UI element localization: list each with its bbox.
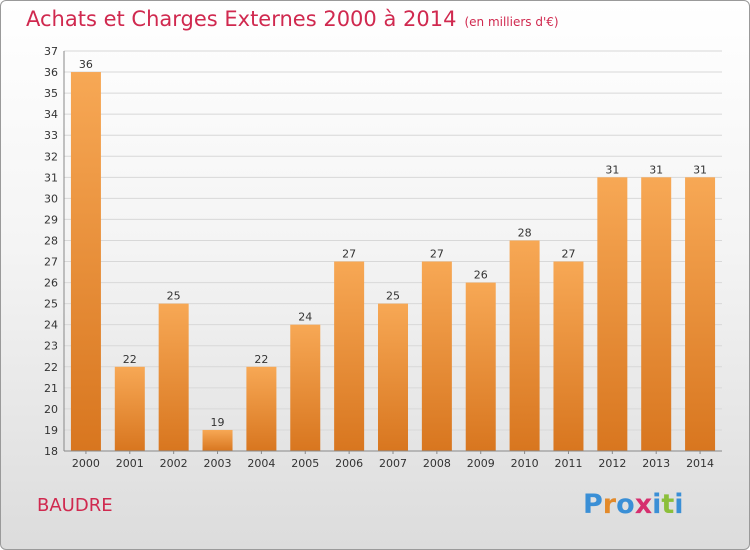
bar	[509, 240, 540, 451]
bar-value-label: 27	[561, 248, 575, 261]
bar	[597, 177, 628, 451]
y-tick-label: 22	[44, 361, 58, 374]
bar-value-label: 28	[518, 226, 532, 239]
bar	[553, 261, 584, 451]
bar	[246, 366, 277, 451]
x-tick-label: 2006	[335, 457, 363, 470]
chart-title: Achats et Charges Externes 2000 à 2014 (e…	[26, 7, 559, 31]
bar-value-label: 25	[167, 290, 181, 303]
x-tick-label: 2010	[511, 457, 539, 470]
y-tick-label: 30	[44, 192, 58, 205]
y-tick-label: 29	[44, 213, 58, 226]
bar-value-label: 22	[123, 353, 137, 366]
y-tick-label: 31	[44, 171, 58, 184]
y-tick-label: 32	[44, 150, 58, 163]
x-tick-label: 2009	[467, 457, 495, 470]
bar-value-label: 26	[474, 269, 488, 282]
x-tick-label: 2014	[686, 457, 714, 470]
bar-value-label: 36	[79, 58, 93, 71]
bar-value-label: 22	[254, 353, 268, 366]
chart-subtitle: (en milliers d'€)	[464, 15, 559, 29]
bar	[421, 261, 452, 451]
bar	[290, 324, 321, 451]
bar-value-label: 27	[342, 248, 356, 261]
y-tick-label: 25	[44, 298, 58, 311]
logo-letter: i	[652, 489, 662, 520]
y-tick-label: 27	[44, 256, 58, 269]
y-tick-label: 36	[44, 66, 58, 79]
y-tick-label: 37	[44, 45, 58, 58]
x-tick-label: 2012	[598, 457, 626, 470]
y-tick-label: 26	[44, 277, 58, 290]
bar-value-label: 19	[211, 416, 225, 429]
x-tick-label: 2013	[642, 457, 670, 470]
x-tick-label: 2000	[72, 457, 100, 470]
y-tick-label: 28	[44, 234, 58, 247]
bar	[70, 72, 101, 451]
bar	[158, 303, 189, 451]
logo-letter: x	[634, 489, 653, 520]
bar	[114, 366, 145, 451]
bar	[334, 261, 365, 451]
y-tick-label: 20	[44, 403, 58, 416]
logo-letter: o	[616, 489, 635, 520]
bar-value-label: 24	[298, 311, 312, 324]
logo-letter: t	[661, 489, 675, 520]
y-tick-label: 34	[44, 108, 58, 121]
x-tick-label: 2005	[291, 457, 319, 470]
bar	[465, 282, 496, 451]
x-tick-label: 2008	[423, 457, 451, 470]
y-tick-label: 19	[44, 424, 58, 437]
y-tick-label: 18	[44, 445, 58, 458]
logo-letter: P	[583, 489, 603, 520]
bars: 36 22 25 19 22 24 27 25 27 26 28 27 31 31 31	[70, 58, 716, 451]
x-tick-label: 2011	[554, 457, 582, 470]
y-tick-label: 23	[44, 340, 58, 353]
bar	[685, 177, 716, 451]
x-tick-label: 2001	[116, 457, 144, 470]
y-tick-label: 35	[44, 87, 58, 100]
x-tick-label: 2003	[204, 457, 232, 470]
bar-value-label: 25	[386, 290, 400, 303]
bar	[202, 429, 233, 451]
logo-letter: r	[602, 489, 617, 520]
bar-value-label: 27	[430, 248, 444, 261]
bar	[641, 177, 672, 451]
y-tick-label: 24	[44, 319, 58, 332]
x-tick-label: 2007	[379, 457, 407, 470]
title-text: Achats et Charges Externes 2000 à 2014	[26, 7, 457, 31]
bar-value-label: 31	[693, 163, 707, 176]
place-name: BAUDRE	[37, 495, 113, 516]
y-tick-label: 33	[44, 129, 58, 142]
bar	[378, 303, 408, 451]
y-tick-label: 21	[44, 382, 58, 395]
proxiti-logo: Proxiti	[583, 489, 684, 520]
logo-letter: i	[674, 489, 684, 520]
x-tick-label: 2004	[247, 457, 275, 470]
x-tick-label: 2002	[160, 457, 188, 470]
axes: 18 19 20 21 22 23 24 25 26 27 28 29 30 31 32 33 34 35 36 37…	[44, 45, 722, 470]
bar-value-label: 31	[605, 163, 619, 176]
bar-value-label: 31	[649, 163, 663, 176]
